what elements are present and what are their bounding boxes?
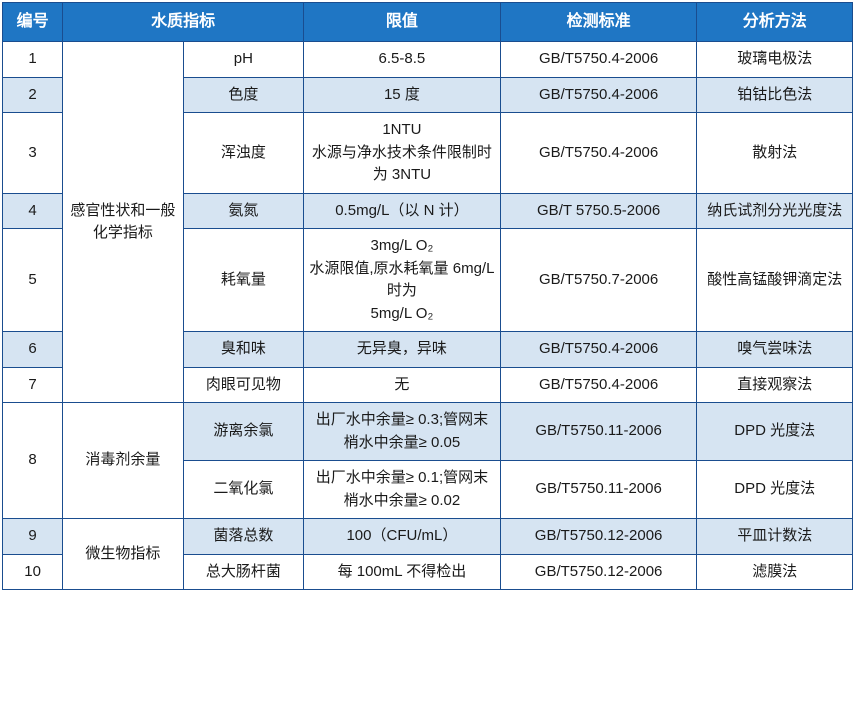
cell-limit: 15 度	[304, 77, 501, 113]
cell-num: 5	[3, 229, 63, 332]
header-row: 编号 水质指标 限值 检测标准 分析方法	[3, 3, 853, 42]
header-limit: 限值	[304, 3, 501, 42]
cell-num: 4	[3, 193, 63, 229]
cell-limit: 6.5-8.5	[304, 42, 501, 78]
cell-std: GB/T5750.11-2006	[500, 403, 697, 461]
cell-limit: 无异臭，异味	[304, 332, 501, 368]
cell-std: GB/T5750.4-2006	[500, 332, 697, 368]
cell-num: 10	[3, 554, 63, 590]
cell-param: 耗氧量	[183, 229, 303, 332]
cell-num: 3	[3, 113, 63, 194]
cell-param: 肉眼可见物	[183, 367, 303, 403]
cell-method: 直接观察法	[697, 367, 853, 403]
cell-std: GB/T5750.4-2006	[500, 367, 697, 403]
cell-method: 酸性高锰酸钾滴定法	[697, 229, 853, 332]
cell-param: 游离余氯	[183, 403, 303, 461]
cell-param: 氨氮	[183, 193, 303, 229]
cell-method: 平皿计数法	[697, 519, 853, 555]
cell-std: GB/T5750.12-2006	[500, 519, 697, 555]
cell-method: 铂钴比色法	[697, 77, 853, 113]
cell-method: 嗅气尝味法	[697, 332, 853, 368]
cell-param: 臭和味	[183, 332, 303, 368]
cell-method: 纳氏试剂分光光度法	[697, 193, 853, 229]
cell-param: 二氧化氯	[183, 461, 303, 519]
cell-num: 6	[3, 332, 63, 368]
cell-num: 1	[3, 42, 63, 78]
cell-limit: 0.5mg/L（以 N 计）	[304, 193, 501, 229]
cell-limit: 100（CFU/mL）	[304, 519, 501, 555]
table-row: 8 消毒剂余量 游离余氯 出厂水中余量≥ 0.3;管网末 梢水中余量≥ 0.05…	[3, 403, 853, 461]
header-indicator: 水质指标	[63, 3, 304, 42]
cell-std: GB/T5750.4-2006	[500, 77, 697, 113]
cell-std: GB/T5750.11-2006	[500, 461, 697, 519]
water-quality-table: 编号 水质指标 限值 检测标准 分析方法 1 感官性状和一般化学指标 pH 6.…	[2, 2, 853, 590]
cell-num: 7	[3, 367, 63, 403]
cell-limit: 出厂水中余量≥ 0.3;管网末 梢水中余量≥ 0.05	[304, 403, 501, 461]
cell-std: GB/T5750.7-2006	[500, 229, 697, 332]
cell-std: GB/T 5750.5-2006	[500, 193, 697, 229]
cell-category: 微生物指标	[63, 519, 183, 590]
cell-category: 消毒剂余量	[63, 403, 183, 519]
cell-method: 玻璃电极法	[697, 42, 853, 78]
cell-param: 菌落总数	[183, 519, 303, 555]
cell-category: 感官性状和一般化学指标	[63, 42, 183, 403]
cell-limit: 3mg/L O₂ 水源限值,原水耗氧量 6mg/L 时为 5mg/L O₂	[304, 229, 501, 332]
cell-method: 散射法	[697, 113, 853, 194]
table-row: 9 微生物指标 菌落总数 100（CFU/mL） GB/T5750.12-200…	[3, 519, 853, 555]
cell-method: 滤膜法	[697, 554, 853, 590]
cell-std: GB/T5750.4-2006	[500, 113, 697, 194]
header-num: 编号	[3, 3, 63, 42]
cell-param: 色度	[183, 77, 303, 113]
cell-param: 总大肠杆菌	[183, 554, 303, 590]
cell-param: pH	[183, 42, 303, 78]
cell-param: 浑浊度	[183, 113, 303, 194]
cell-num: 2	[3, 77, 63, 113]
cell-num: 9	[3, 519, 63, 555]
cell-std: GB/T5750.4-2006	[500, 42, 697, 78]
cell-limit: 每 100mL 不得检出	[304, 554, 501, 590]
cell-limit: 无	[304, 367, 501, 403]
cell-std: GB/T5750.12-2006	[500, 554, 697, 590]
table-row: 1 感官性状和一般化学指标 pH 6.5-8.5 GB/T5750.4-2006…	[3, 42, 853, 78]
cell-num: 8	[3, 403, 63, 519]
cell-method: DPD 光度法	[697, 403, 853, 461]
header-standard: 检测标准	[500, 3, 697, 42]
header-method: 分析方法	[697, 3, 853, 42]
cell-method: DPD 光度法	[697, 461, 853, 519]
cell-limit: 出厂水中余量≥ 0.1;管网末 梢水中余量≥ 0.02	[304, 461, 501, 519]
cell-limit: 1NTU 水源与净水技术条件限制时为 3NTU	[304, 113, 501, 194]
